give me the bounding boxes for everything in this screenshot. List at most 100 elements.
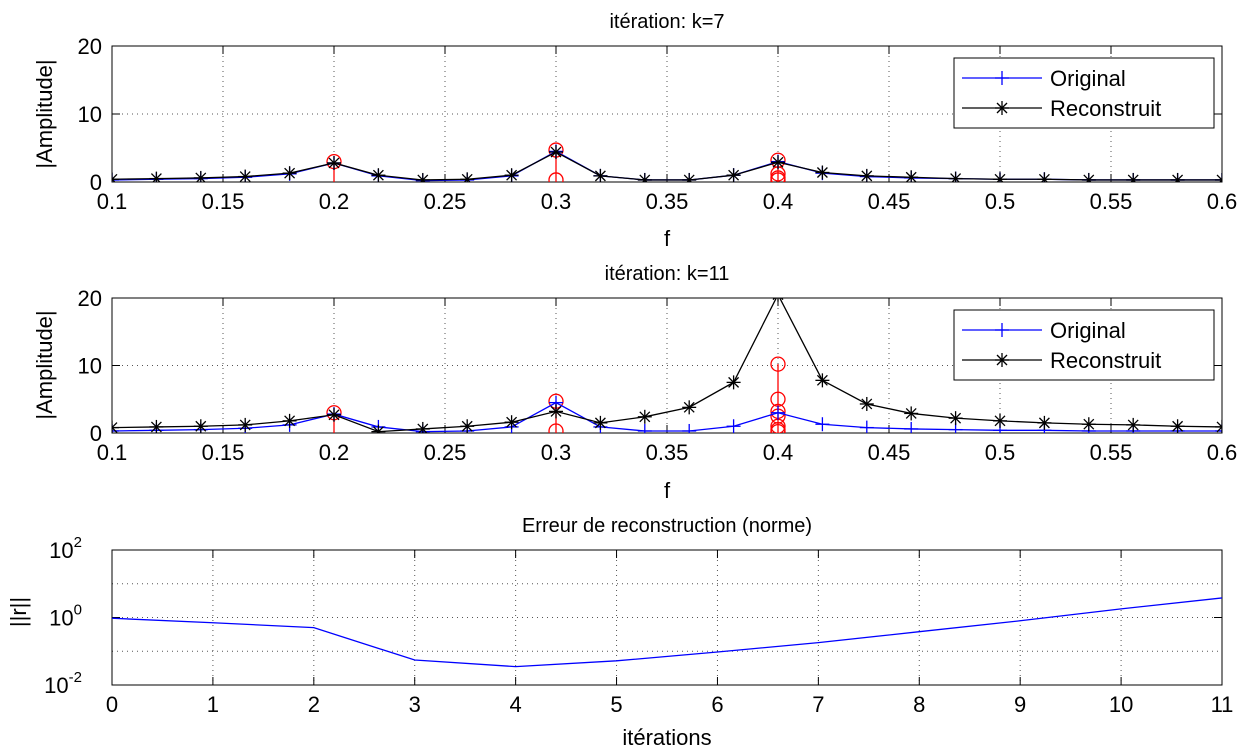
point-star bbox=[327, 407, 341, 422]
point-star bbox=[948, 411, 963, 426]
point-star bbox=[815, 165, 830, 180]
x-tick-label: 5 bbox=[610, 692, 622, 717]
point-star bbox=[1081, 172, 1096, 182]
y-tick-label: 100 bbox=[49, 602, 82, 631]
point-star bbox=[948, 171, 963, 182]
x-tick-label: 0.1 bbox=[97, 440, 128, 465]
panel-1: itération: k=7 |Amplitude| f 0.1 0.15 0.2 0… bbox=[32, 11, 1237, 251]
point-star bbox=[149, 171, 164, 182]
legend-box bbox=[953, 309, 1215, 381]
legend-marker bbox=[996, 354, 1008, 366]
x-tick-label: 4 bbox=[510, 692, 522, 717]
x-tick-label: 0.25 bbox=[424, 440, 467, 465]
legend-label: Reconstruit bbox=[1050, 96, 1161, 121]
y-tick-label: 10 bbox=[78, 354, 102, 379]
point-star bbox=[904, 170, 919, 182]
stem-marker bbox=[770, 356, 786, 372]
point-star bbox=[1215, 419, 1222, 433]
x-tick-label: 1 bbox=[207, 692, 219, 717]
x-tick-label: 0.15 bbox=[202, 440, 245, 465]
panel-2-xlabel: f bbox=[664, 478, 671, 503]
x-tick-label: 0.2 bbox=[319, 440, 350, 465]
x-tick-label: 0.35 bbox=[646, 440, 689, 465]
x-tick-label: 0.2 bbox=[319, 189, 350, 214]
point-star bbox=[637, 409, 652, 424]
point-star bbox=[682, 400, 697, 415]
point-star bbox=[1170, 419, 1185, 433]
x-tick-label: 10 bbox=[1109, 692, 1133, 717]
plot-area bbox=[112, 142, 1222, 182]
stem-marker bbox=[548, 423, 564, 433]
point-star bbox=[1126, 172, 1141, 182]
panel-3-ylabel: ||r|| bbox=[6, 597, 31, 627]
x-tick-label: 0.15 bbox=[202, 189, 245, 214]
panel-3-title: Erreur de reconstruction (norme) bbox=[522, 515, 812, 537]
point-star bbox=[282, 413, 297, 428]
point-star bbox=[504, 415, 519, 430]
point-star bbox=[859, 168, 874, 182]
point-star bbox=[238, 417, 253, 432]
point-star bbox=[859, 396, 874, 411]
point-star bbox=[993, 413, 1007, 428]
point-star bbox=[549, 145, 563, 160]
point-star bbox=[993, 172, 1007, 182]
panel-3-xlabel: itérations bbox=[622, 725, 711, 750]
panel-3-plot: 0 1 2 3 4 5 6 7 8 9 10 11 10-2 100 102 bbox=[44, 534, 1233, 717]
x-tick-label: 0.5 bbox=[985, 440, 1016, 465]
legend-label: Original bbox=[1050, 66, 1126, 91]
point-star bbox=[1081, 417, 1096, 432]
stem-marker bbox=[548, 172, 564, 182]
panel-2-plot: 0.1 0.15 0.2 0.25 0.3 0.35 0.4 0.45 0.5 0.55 0.6 0 1… bbox=[78, 286, 1238, 465]
x-tick-label: 0.55 bbox=[1090, 189, 1133, 214]
panel-2-ylabel: |Amplitude| bbox=[32, 310, 57, 419]
panel-2: itération: k=11 |Amplitude| f 0.1 0.15 0.2… bbox=[32, 263, 1237, 503]
point-star bbox=[815, 373, 830, 388]
panel-2-title: itération: k=11 bbox=[605, 263, 730, 285]
point-star bbox=[549, 404, 563, 419]
x-tick-label: 0.6 bbox=[1207, 440, 1238, 465]
series-line bbox=[112, 597, 1222, 668]
x-tick-label: 0.6 bbox=[1207, 189, 1238, 214]
point-star bbox=[327, 155, 341, 170]
point-star bbox=[772, 298, 784, 302]
point-star bbox=[726, 168, 741, 182]
panel-1-ylabel: |Amplitude| bbox=[32, 59, 57, 168]
point-star bbox=[415, 421, 430, 433]
y-tick-label: 10 bbox=[78, 102, 102, 127]
point-star bbox=[726, 375, 741, 390]
series-line bbox=[112, 151, 1222, 181]
point-star bbox=[637, 172, 652, 182]
legend-marker bbox=[996, 102, 1008, 114]
x-tick-label: 0.3 bbox=[541, 440, 572, 465]
x-tick-label: 0.25 bbox=[424, 189, 467, 214]
x-tick-label: 0 bbox=[106, 692, 118, 717]
y-tick-label: 102 bbox=[49, 534, 82, 563]
point-star bbox=[149, 419, 164, 433]
point-star bbox=[771, 155, 785, 170]
point-plus bbox=[815, 417, 830, 432]
point-star bbox=[460, 172, 475, 182]
point-star bbox=[593, 415, 608, 430]
point-star bbox=[282, 166, 297, 181]
point-star bbox=[1037, 415, 1052, 430]
point-star bbox=[593, 168, 608, 182]
y-tick-label: 20 bbox=[78, 34, 102, 59]
x-tick-label: 8 bbox=[913, 692, 925, 717]
y-tick-label: 0 bbox=[90, 170, 102, 195]
point-plus bbox=[112, 172, 119, 182]
y-tick-label: 10-2 bbox=[44, 669, 82, 698]
x-tick-label: 0.5 bbox=[985, 189, 1016, 214]
y-tick-label: 0 bbox=[90, 421, 102, 446]
x-tick-label: 0.4 bbox=[763, 440, 794, 465]
x-tick-label: 0.45 bbox=[868, 440, 911, 465]
point-plus bbox=[859, 420, 874, 433]
point-plus bbox=[726, 419, 741, 433]
x-tick-label: 0.35 bbox=[646, 189, 689, 214]
x-tick-label: 11 bbox=[1211, 692, 1234, 717]
point-star bbox=[112, 172, 119, 182]
point-star bbox=[1037, 172, 1052, 182]
point-star bbox=[904, 406, 919, 421]
stem-marker bbox=[770, 172, 786, 182]
x-tick-label: 0.55 bbox=[1090, 440, 1133, 465]
